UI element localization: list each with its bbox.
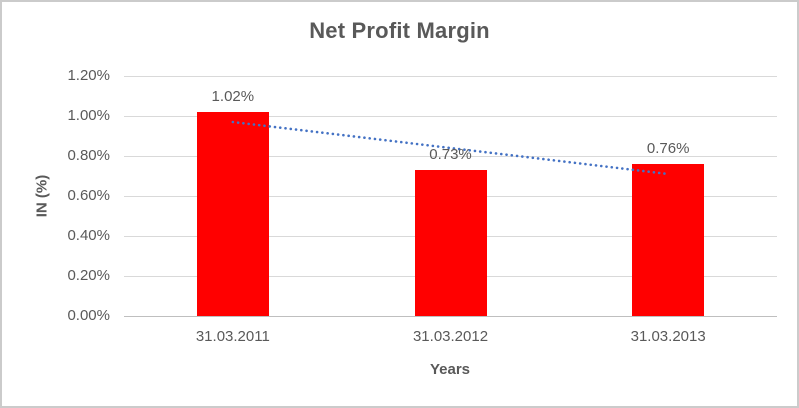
x-axis-title: Years [429, 361, 471, 378]
x-tick-label: 31.03.2013 [630, 328, 706, 345]
y-tick-label: 0.60% [67, 187, 110, 204]
x-tick-label: 31.03.2012 [412, 328, 489, 345]
y-tick-label: 1.00% [67, 107, 110, 124]
bar-31.03.2013 [632, 164, 705, 316]
gridline [124, 76, 777, 77]
trendline [231, 120, 670, 176]
bar-value-label: 1.02% [211, 88, 255, 105]
bar-31.03.2012 [414, 170, 487, 316]
y-tick-label: 0.40% [67, 227, 110, 244]
y-tick-label: 1.20% [67, 67, 110, 84]
y-tick-label: 0.20% [67, 267, 110, 284]
x-axis-line [124, 316, 777, 317]
bar-value-label: 0.73% [429, 146, 472, 163]
y-tick-label: 0.80% [67, 147, 110, 164]
x-tick-label: 31.03.2011 [195, 328, 270, 345]
gridline [124, 156, 777, 157]
bar-value-label: 0.76% [646, 140, 690, 157]
gridline [124, 116, 777, 117]
plot-area: 1.02% 0.73% 0.76% [124, 76, 777, 317]
chart-title: Net Profit Margin [309, 18, 490, 43]
y-tick-label: 0.00% [67, 307, 110, 324]
bar-31.03.2011 [196, 112, 269, 316]
